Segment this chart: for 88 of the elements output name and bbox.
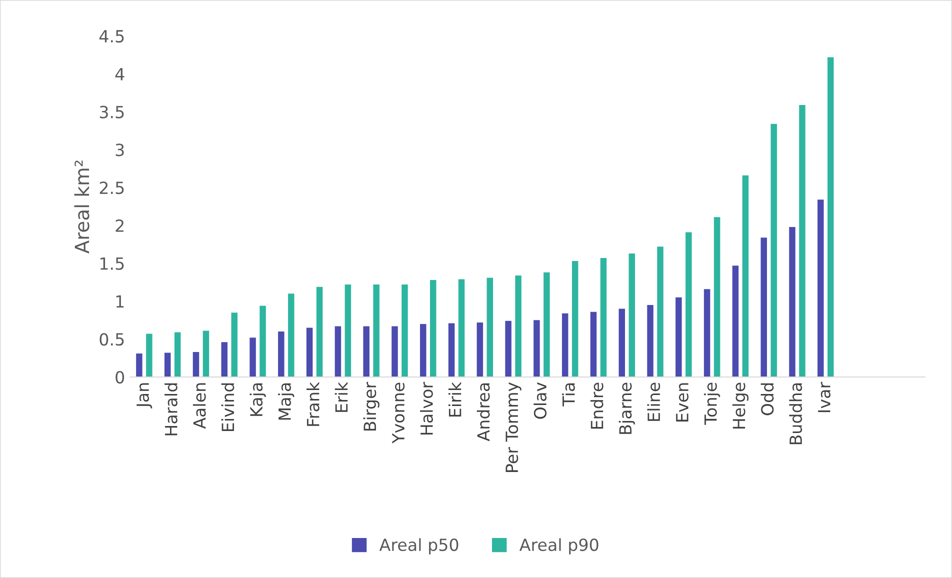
- bar: [278, 332, 284, 377]
- bar: [534, 320, 540, 377]
- bar: [770, 124, 777, 377]
- x-tick-label: Frank: [306, 382, 320, 426]
- y-tick-label: 4: [115, 68, 124, 80]
- bar: [164, 352, 171, 377]
- x-tick-label: Harald: [164, 383, 178, 436]
- x-tick-label: Erik: [334, 382, 348, 412]
- bar: [590, 312, 597, 377]
- x-tick-label: Eirik: [448, 382, 462, 417]
- x-tick-label: Jan: [136, 383, 152, 408]
- y-tick-label: 4.5: [99, 30, 124, 43]
- bar: [600, 258, 607, 377]
- y-tick-label: 2.5: [100, 182, 124, 194]
- bar: [476, 322, 484, 377]
- bar: [146, 334, 152, 377]
- x-tick-label: Per Tommy: [506, 382, 522, 472]
- bar: [288, 294, 294, 377]
- x-tick-label: Helge: [732, 382, 749, 428]
- bar: [732, 266, 739, 377]
- x-tick-label: Tonje: [704, 382, 720, 425]
- bar: [430, 280, 436, 377]
- bar: [828, 57, 834, 377]
- bar: [363, 326, 370, 377]
- bar: [250, 338, 256, 377]
- x-tick-label: Birger: [363, 382, 380, 431]
- bar: [136, 354, 142, 377]
- bar: [799, 104, 806, 377]
- bar: [192, 352, 200, 377]
- bar: [742, 175, 749, 377]
- x-tick-label: Ivar: [818, 382, 830, 412]
- bar: [334, 326, 342, 377]
- bar: [572, 261, 578, 377]
- bar: [760, 238, 767, 377]
- x-tick-label: Tia: [562, 383, 575, 406]
- x-tick-label: Aalen: [192, 383, 206, 429]
- bar: [676, 297, 682, 377]
- legend-label: Areal p90: [519, 538, 598, 554]
- y-axis-title: Areal km²: [74, 160, 90, 254]
- y-tick-label: 0.5: [100, 333, 124, 346]
- bar: [618, 308, 625, 377]
- bar: [544, 272, 550, 377]
- bar: [704, 289, 710, 377]
- x-tick-label: Kaja: [250, 383, 266, 416]
- bar: [221, 342, 228, 377]
- y-tick-label: 2: [116, 219, 124, 232]
- bar: [505, 320, 512, 377]
- bar: [392, 326, 398, 377]
- x-tick-label: Odd: [760, 383, 774, 416]
- bar: [628, 253, 635, 377]
- bar: [647, 305, 654, 377]
- bar: [686, 232, 692, 377]
- bar: [515, 275, 522, 377]
- bar: [202, 330, 210, 377]
- bar: [420, 324, 426, 377]
- legend-label: Areal p50: [379, 538, 458, 554]
- x-tick-label: Eivind: [221, 383, 234, 432]
- bar: [789, 226, 796, 377]
- x-tick-label: Olav: [534, 382, 547, 419]
- bar: [714, 217, 720, 377]
- bar: [174, 332, 181, 377]
- x-tick-label: Andrea: [476, 383, 490, 442]
- x-tick-label: Halvor: [420, 382, 433, 435]
- bar: [458, 279, 465, 377]
- x-tick-label: Maja: [278, 383, 294, 420]
- bar: [657, 246, 664, 377]
- y-tick-label: 1: [116, 295, 124, 308]
- bar: [562, 313, 568, 377]
- bar: [344, 284, 352, 377]
- y-tick-label: 3.5: [100, 106, 124, 118]
- y-tick-label: 3: [116, 144, 124, 156]
- y-tick-label: 0: [116, 370, 124, 384]
- x-tick-label: Buddha: [789, 383, 802, 444]
- x-tick-label: Even: [676, 383, 688, 422]
- bar: [373, 284, 380, 377]
- bar: [818, 200, 824, 377]
- bar: [260, 306, 266, 377]
- bar: [448, 323, 455, 377]
- x-tick-label: Bjarne: [618, 382, 635, 434]
- bar: [306, 328, 313, 377]
- bar: [486, 278, 494, 377]
- bar: [231, 312, 238, 377]
- x-tick-label: Endre: [590, 382, 604, 429]
- x-tick-label: Yvonne: [392, 382, 405, 444]
- y-tick-label: 1.5: [100, 258, 124, 270]
- bar: [402, 284, 408, 377]
- x-tick-label: Eline: [647, 382, 660, 421]
- bar: [316, 286, 323, 377]
